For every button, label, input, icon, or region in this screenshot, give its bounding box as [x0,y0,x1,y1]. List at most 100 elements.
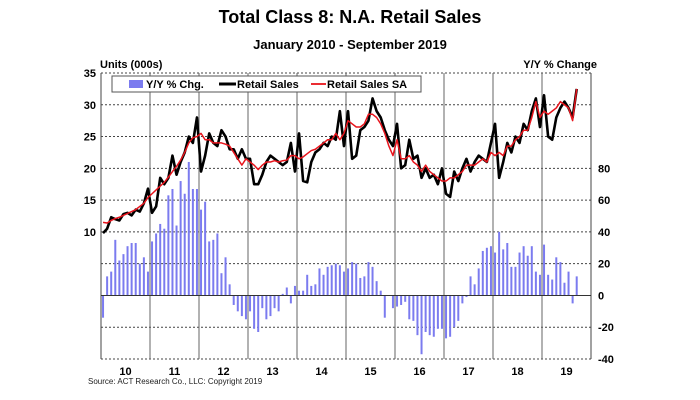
x-tick: 18 [511,366,523,378]
yoy-bar [224,257,227,296]
yoy-bar [477,268,480,296]
y-tick-right: -20 [598,322,614,334]
yoy-bar [175,225,178,296]
yoy-bar [494,252,497,296]
x-tick: 12 [217,366,229,378]
y-tick-right: -40 [598,354,614,366]
retail-sales-line [102,88,578,235]
yoy-bar [310,285,313,296]
yoy-bar [179,181,182,296]
legend-label-yoy: Y/Y % Chg. [146,79,204,91]
yoy-bar [167,195,170,296]
yoy-bar [391,295,394,309]
yoy-bar [342,271,345,296]
yoy-bar [530,246,533,296]
x-tick: 19 [560,366,572,378]
yoy-bar [273,295,276,309]
yoy-bar [338,265,341,296]
yoy-bar [469,276,472,296]
yoy-bar [126,246,129,296]
yoy-bar [236,295,239,312]
y-tick-right: 20 [598,259,610,271]
yoy-bar [555,257,558,296]
yoy-bar [563,282,566,296]
yoy-bar [534,271,537,296]
yoy-bar [518,252,521,296]
yoy-bar [212,239,215,296]
yoy-bar [159,223,162,296]
y-tick-left: 20 [84,163,96,175]
yoy-bar [449,295,452,337]
yoy-bar [183,193,186,296]
yoy-bar [249,295,252,312]
yoy-bar [473,284,476,296]
yoy-bar [289,295,292,304]
y-tick-left: 35 [84,68,96,80]
yoy-bar [567,271,570,296]
yoy-bar [502,249,505,296]
yoy-bar [277,295,280,312]
yoy-bar [543,244,546,296]
yoy-bar [134,243,137,296]
yoy-bar [547,274,550,296]
yoy-bar [187,161,190,296]
x-tick: 16 [413,366,425,378]
yoy-bar [432,295,435,337]
yoy-bar [200,209,203,296]
yoy-bar [265,295,268,320]
yoy-bar [102,295,105,318]
yoy-bar [379,290,382,296]
yoy-bar [359,277,362,296]
yoy-bar [314,284,317,296]
yoy-bar [114,239,117,296]
yoy-bar [465,295,468,298]
yoy-bar [326,266,329,296]
yoy-bar [363,276,366,296]
yoy-bar [559,262,562,296]
yoy-bar [351,262,354,296]
y-tick-left: 25 [84,132,96,144]
y-axis-left-label: Units (000s) [100,59,163,71]
chart-title: Total Class 8: N.A. Retail Sales [218,7,482,27]
yoy-bar [302,290,305,296]
yoy-bar [522,246,525,296]
yoy-bar [514,266,517,296]
retail-sales-sa-line [102,88,578,224]
yoy-bar [461,295,464,304]
legend-box [111,75,422,93]
yoy-bar [220,273,223,296]
yoy-bar [240,295,243,317]
y-tick-right: 60 [598,195,610,207]
yoy-bar [445,295,448,339]
yoy-bar [383,295,386,318]
yoy-bar [110,271,113,296]
yoy-bar [146,271,149,296]
yoy-bar [355,263,358,296]
yoy-bar [371,266,374,296]
yoy-bar [367,262,370,296]
yoy-bar [318,268,321,296]
yoy-bar [440,295,443,329]
yoy-bar [191,188,194,296]
yoy-bar [281,293,284,296]
x-tick: 15 [364,366,376,378]
yoy-bar [526,255,529,296]
yoy-bar [232,295,235,305]
yoy-bar [575,276,578,296]
x-tick: 11 [169,366,181,378]
yoy-bar [118,260,121,296]
yoy-bar [485,247,488,296]
yoy-bar [228,284,231,296]
yoy-bar [408,295,411,320]
x-tick: 13 [266,366,278,378]
y-tick-left: 15 [84,195,96,207]
yoy-bar [481,250,484,296]
yoy-bar [195,188,198,296]
yoy-bar [257,295,260,332]
yoy-bar [571,295,574,304]
legend-label-retail: Retail Sales [237,79,299,91]
yoy-bar [155,233,158,296]
yoy-bar [163,228,166,296]
